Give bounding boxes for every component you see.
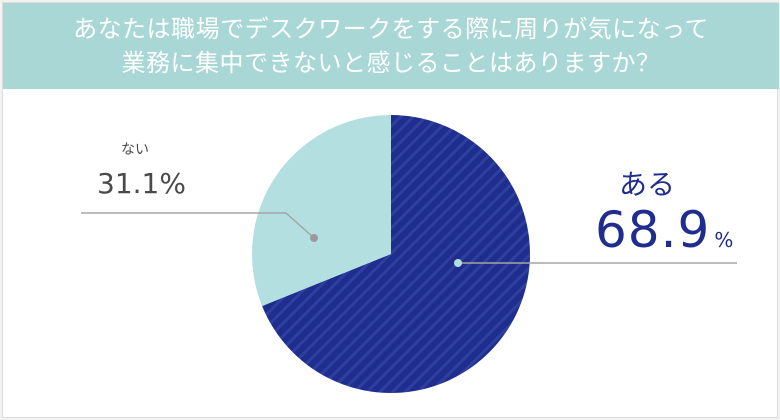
pie-slice-nai <box>252 115 391 306</box>
label-nai-category: ない <box>121 142 149 158</box>
label-aru-category: ある <box>619 168 676 201</box>
label-aru-value: 68.9% <box>595 201 734 259</box>
label-nai-value: 31.1% <box>97 167 186 200</box>
pie-chart <box>81 115 737 393</box>
label-aru-unit: % <box>714 228 735 252</box>
leader-dot-aru <box>454 259 462 267</box>
leader-dot-nai <box>310 234 318 242</box>
leader-line-nai <box>81 212 315 239</box>
label-aru-number: 68.9 <box>595 201 711 259</box>
title-banner: あなたは職場でデスクワークをする際に周りが気になって 業務に集中できないと感じる… <box>3 3 779 89</box>
pie-slice-aru <box>262 115 531 393</box>
chart-title: あなたは職場でデスクワークをする際に周りが気になって 業務に集中できないと感じる… <box>73 15 709 77</box>
